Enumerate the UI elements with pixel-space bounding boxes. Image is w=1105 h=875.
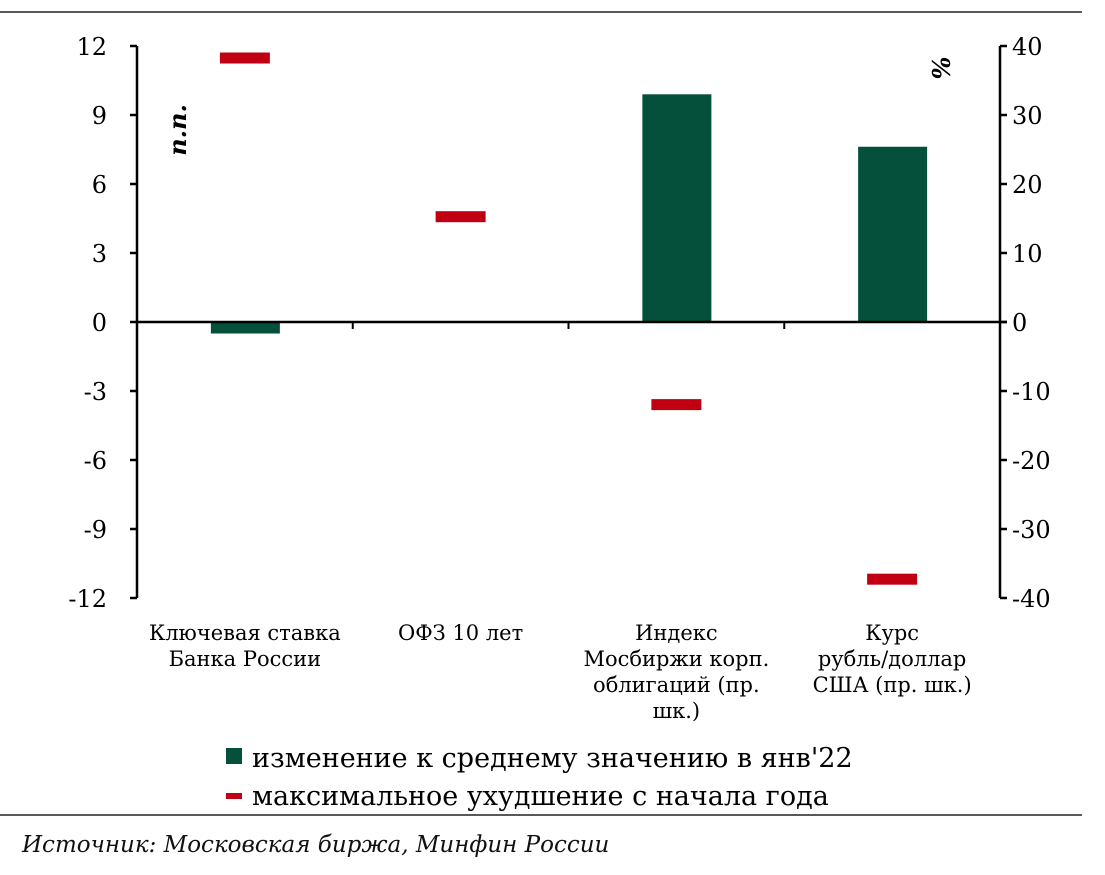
category-label: шк.) [653, 699, 701, 723]
right-tick-label: 0 [1012, 309, 1027, 337]
marker [219, 52, 270, 64]
category-label: ОФЗ 10 лет [398, 621, 523, 645]
left-tick-label: -3 [84, 378, 107, 406]
category-label: Банка России [169, 647, 322, 671]
right-tick-label: -20 [1012, 447, 1051, 475]
category-label: Индекс [635, 621, 718, 645]
left-tick-label: 6 [92, 171, 107, 199]
category-label: Курс [865, 621, 919, 645]
category-label: облигаций (пр. [593, 673, 760, 697]
left-tick-label: 12 [76, 33, 107, 61]
left-tick-label: -6 [84, 447, 107, 475]
source-note: Источник: Московская биржа, Минфин Росси… [22, 832, 610, 858]
legend-label: изменение к среднему значению в янв'22 [252, 743, 853, 774]
right-tick-label: -40 [1012, 585, 1051, 613]
legend-bar-swatch [226, 748, 242, 764]
right-tick-label: -10 [1012, 378, 1051, 406]
left-axis-label: п.п. [163, 104, 192, 156]
left-tick-label: -9 [84, 516, 107, 544]
bar [642, 94, 712, 322]
right-tick-label: 10 [1012, 240, 1043, 268]
left-tick-label: 9 [92, 102, 107, 130]
left-tick-label: 0 [92, 309, 107, 337]
right-axis-label: % [927, 57, 956, 80]
category-label: рубль/доллар [818, 647, 967, 671]
right-tick-label: -30 [1012, 516, 1051, 544]
right-tick-label: 40 [1012, 33, 1043, 61]
marker [435, 211, 486, 223]
right-tick-label: 30 [1012, 102, 1043, 130]
marker [651, 399, 702, 411]
bar [858, 146, 928, 322]
legend-label: максимальное ухудшение с начала года [252, 781, 829, 812]
left-tick-label: 3 [92, 240, 107, 268]
bar [210, 322, 280, 334]
marker [867, 573, 918, 585]
category-label: Ключевая ставка [149, 621, 341, 645]
category-label: Мосбиржи корп. [583, 647, 769, 671]
legend-marker-swatch [226, 793, 242, 799]
category-label: США (пр. шк.) [813, 673, 972, 697]
left-tick-label: -12 [68, 585, 107, 613]
right-tick-label: 20 [1012, 171, 1043, 199]
